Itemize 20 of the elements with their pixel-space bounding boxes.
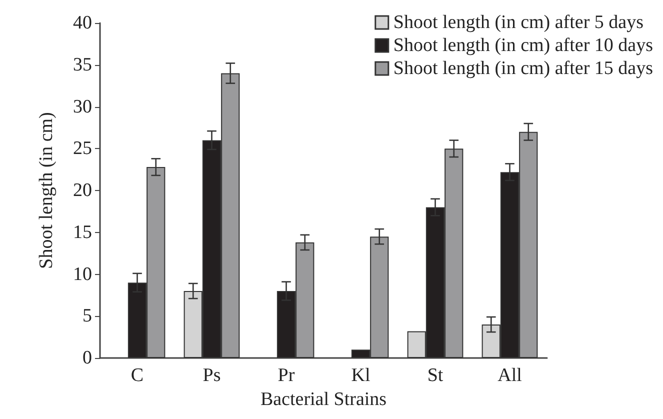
y-tick-label: 25 [73, 138, 92, 160]
y-tick-label: 30 [73, 96, 92, 118]
y-tick-label: 35 [73, 54, 92, 76]
x-tick-label: Ps [202, 365, 221, 386]
x-tick-label: Kl [351, 365, 370, 386]
y-axis-title: Shoot length (in cm) [36, 112, 57, 269]
y-tick-label: 15 [73, 222, 92, 243]
x-tick-label: All [498, 365, 522, 386]
legend-label: Shoot length (in cm) after 5 days [393, 12, 644, 33]
x-tick-label: St [427, 365, 444, 386]
y-tick-label: 5 [82, 306, 92, 327]
y-tick-label: 0 [82, 348, 92, 368]
legend-label: Shoot length (in cm) after 10 days [393, 35, 653, 56]
legend-label: Shoot length (in cm) after 15 days [393, 58, 653, 79]
y-tick-label: 20 [73, 180, 92, 201]
x-tick-label: C [130, 365, 144, 386]
y-tick-label: 10 [73, 264, 92, 285]
x-axis-title: Bacterial Strains [260, 388, 387, 410]
y-tick-label: 40 [73, 12, 92, 34]
x-tick-label: Pr [278, 365, 296, 386]
